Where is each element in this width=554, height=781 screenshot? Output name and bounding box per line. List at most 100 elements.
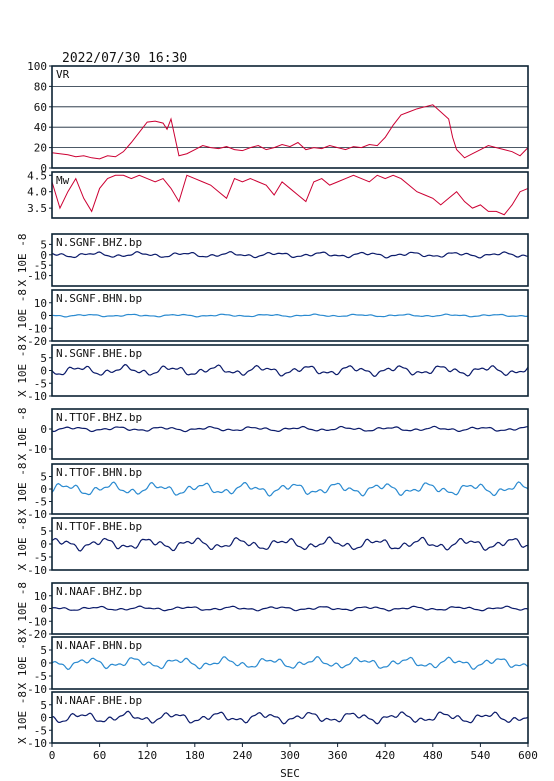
y-tick-label: -10 — [27, 615, 47, 628]
x-tick-label: 540 — [470, 749, 490, 762]
panel-frame — [51, 233, 529, 287]
y-tick-label: 100 — [27, 60, 47, 73]
panel-5: 0 -10 N.TTOF.BHZ.bp X 10E -8 — [16, 408, 529, 461]
y-tick-label: 0 — [40, 712, 47, 725]
x-tick-label: 300 — [280, 749, 300, 762]
panel-label: N.NAAF.BHZ.bp — [56, 585, 142, 598]
y-unit-label: X 10E -8 — [16, 637, 29, 690]
y-tick-label: -10 — [27, 737, 47, 750]
y-unit-label: X 10E -8 — [16, 408, 29, 461]
panel-1: 4.5 4.0 3.5 Mw — [27, 169, 529, 219]
y-tick-label: -10 — [27, 508, 47, 521]
y-tick-label: -10 — [27, 564, 47, 577]
y-tick-label: 5 — [40, 471, 47, 484]
x-tick-label: 360 — [328, 749, 348, 762]
panel-label: N.TTOF.BHZ.bp — [56, 411, 142, 424]
y-tick-label: 5 — [40, 238, 47, 251]
panel-label: N.NAAF.BHE.bp — [56, 694, 142, 707]
y-tick-label: 20 — [34, 142, 47, 155]
y-tick-label: -5 — [34, 259, 47, 272]
x-tick-label: 120 — [137, 749, 157, 762]
panel-label: N.TTOF.BHE.bp — [56, 520, 142, 533]
y-tick-label: -5 — [34, 551, 47, 564]
y-unit-label: X 10E -8 — [16, 344, 29, 397]
series-line — [51, 104, 529, 160]
y-tick-label: 0 — [40, 365, 47, 378]
series-line — [51, 174, 529, 216]
y-tick-label: 0 — [40, 483, 47, 496]
y-tick-label: 0 — [40, 249, 47, 262]
y-tick-label: 5 — [40, 352, 47, 365]
y-unit-label: X 10E -8 — [16, 289, 29, 342]
panel-label: N.SGNF.BHN.bp — [56, 292, 142, 305]
panel-label: VR — [56, 68, 70, 81]
waveform-line — [51, 425, 529, 433]
y-unit-label: X 10E -8 — [16, 463, 29, 516]
y-tick-label: 5 — [40, 699, 47, 712]
y-tick-label: -10 — [27, 443, 47, 456]
panel-frame — [51, 65, 529, 169]
panel-label: N.SGNF.BHE.bp — [56, 347, 142, 360]
panel-label: N.NAAF.BHN.bp — [56, 639, 142, 652]
panel-7: 50-5-10 N.TTOF.BHE.bp X 10E -8 — [16, 517, 529, 577]
y-tick-label: 5 — [40, 525, 47, 538]
panel-frame — [51, 463, 529, 515]
panel-6: 50-5-10 N.TTOF.BHN.bp X 10E -8 — [16, 463, 529, 521]
panel-4: 50-5-10 N.SGNF.BHE.bp X 10E -8 — [16, 344, 529, 403]
y-tick-label: 4.0 — [27, 186, 47, 199]
x-tick-label: 180 — [185, 749, 205, 762]
waveform-line — [51, 313, 529, 318]
y-unit-label: X 10E -8 — [16, 234, 29, 287]
x-tick-label: 240 — [232, 749, 252, 762]
panel-frame — [51, 582, 529, 635]
header-datetime: 2022/07/30 16:30 — [62, 51, 187, 66]
x-tick-label: 420 — [375, 749, 395, 762]
panel-2: 50-5-10 N.SGNF.BHZ.bp X 10E -8 — [16, 233, 529, 287]
x-tick-label: 60 — [93, 749, 106, 762]
waveform-line — [51, 536, 529, 552]
y-tick-label: 0 — [40, 603, 47, 616]
panel-9: 50-5-10 N.NAAF.BHN.bp X 10E -8 — [16, 636, 529, 696]
y-tick-label: 10 — [34, 297, 47, 310]
y-tick-label: -20 — [27, 335, 47, 348]
x-tick-label: 480 — [423, 749, 443, 762]
x-tick-label: 0 — [49, 749, 56, 762]
waveform-line — [51, 605, 529, 612]
y-tick-label: -20 — [27, 628, 47, 641]
y-tick-label: -5 — [34, 670, 47, 683]
y-tick-label: -5 — [34, 724, 47, 737]
panel-label: N.SGNF.BHZ.bp — [56, 236, 142, 249]
panel-frame — [51, 636, 529, 690]
panel-label: Mw — [56, 174, 70, 187]
y-tick-label: 0 — [40, 310, 47, 323]
y-tick-label: -5 — [34, 377, 47, 390]
y-tick-label: -10 — [27, 322, 47, 335]
waveform-line — [51, 481, 529, 497]
x-axis-label: SEC — [280, 767, 300, 780]
panel-3: 100-10-20 N.SGNF.BHN.bp X 10E -8 — [16, 289, 529, 348]
y-tick-label: 0 — [40, 657, 47, 670]
y-unit-label: X 10E -8 — [16, 691, 29, 744]
panel-frame — [51, 344, 529, 397]
y-tick-label: -10 — [27, 390, 47, 403]
y-tick-label: -5 — [34, 496, 47, 509]
y-tick-label: 60 — [34, 101, 47, 114]
x-tick-label: 600 — [518, 749, 538, 762]
y-tick-label: 0 — [40, 538, 47, 551]
waveform-line — [51, 251, 529, 259]
x-axis: 0 60 120 180 240 300 360 420 480 540 600 — [49, 743, 538, 762]
y-tick-label: -10 — [27, 270, 47, 283]
panel-frame — [51, 408, 529, 460]
y-unit-label: X 10E -8 — [16, 518, 29, 571]
panel-0: 100 80 60 40 20 0 VR — [27, 60, 529, 175]
y-tick-label: -10 — [27, 683, 47, 696]
y-tick-label: 0 — [40, 423, 47, 436]
y-tick-label: 80 — [34, 80, 47, 93]
y-tick-label: 3.5 — [27, 202, 47, 215]
y-tick-label: 0 — [40, 162, 47, 175]
y-unit-label: X 10E -8 — [16, 582, 29, 635]
panel-label: N.TTOF.BHN.bp — [56, 466, 142, 479]
waveform-line — [51, 363, 529, 378]
panel-frame — [51, 171, 529, 219]
